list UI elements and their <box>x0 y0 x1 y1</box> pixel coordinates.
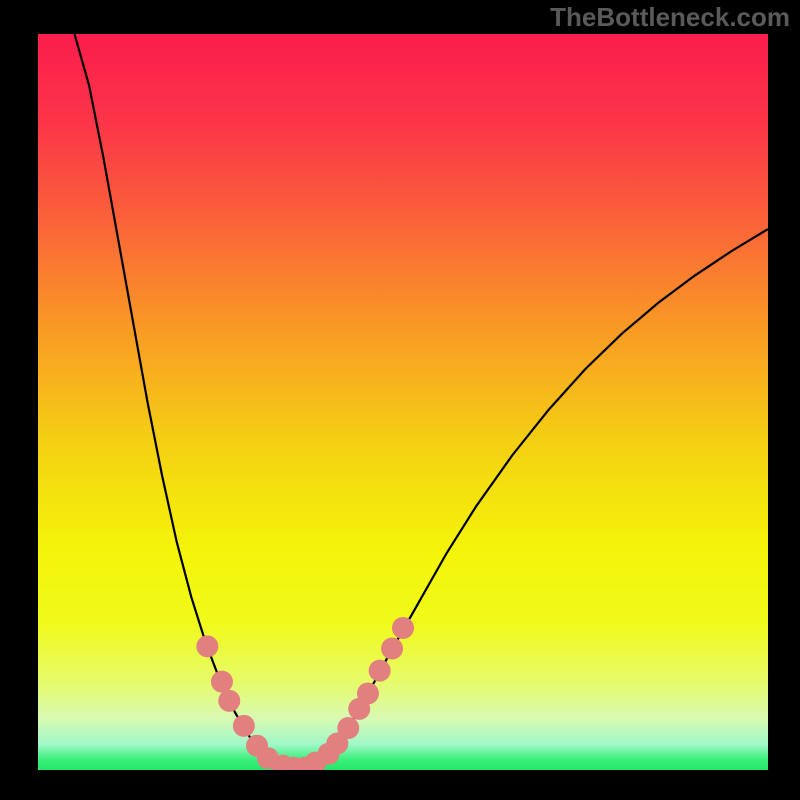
plot-area <box>38 34 768 770</box>
curve-marker <box>211 671 233 693</box>
watermark-text: TheBottleneck.com <box>550 2 790 33</box>
chart-root: TheBottleneck.com <box>0 0 800 800</box>
curve-marker <box>233 715 255 737</box>
curve-marker <box>392 617 414 639</box>
curve-marker <box>357 682 379 704</box>
curve-marker <box>196 635 218 657</box>
curve-marker <box>381 638 403 660</box>
curve-marker <box>369 660 391 682</box>
curve-marker <box>337 717 359 739</box>
curve-marker <box>218 690 240 712</box>
